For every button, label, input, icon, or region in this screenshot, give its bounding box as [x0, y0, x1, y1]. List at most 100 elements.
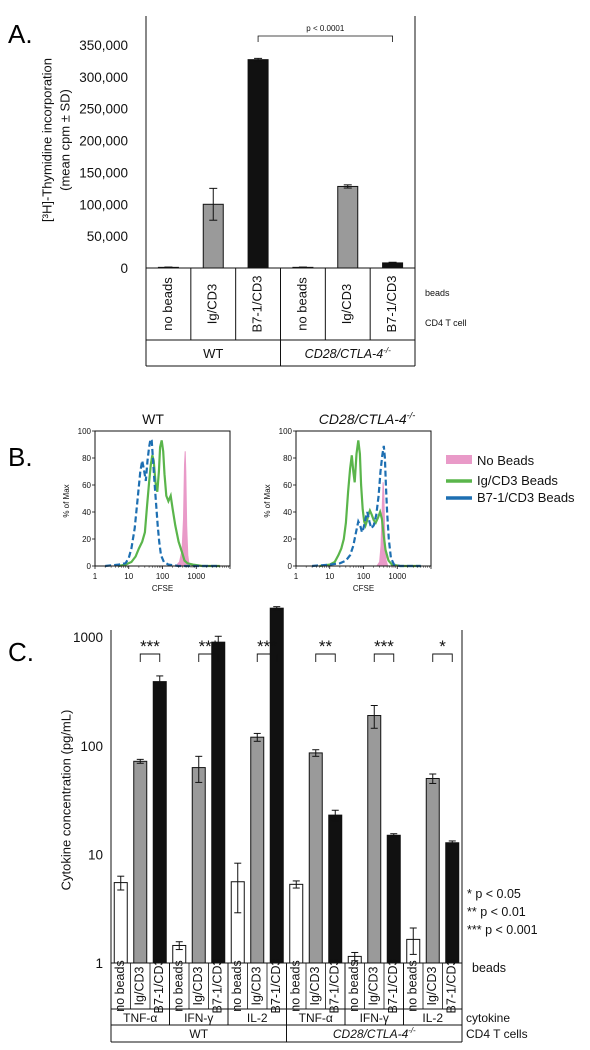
b-ytick-label: 60 [283, 481, 292, 490]
c-bead-label: B7-1/CD3 [445, 959, 459, 1014]
b-title-wt: WT [142, 411, 164, 427]
c-bead-label: no beads [230, 960, 244, 1011]
a-category-label: Ig/CD3 [205, 284, 220, 324]
a-category-label: B7-1/CD3 [250, 275, 265, 332]
b-xlabel: CFSE [152, 584, 173, 593]
c-bead-label: Ig/CD3 [191, 967, 205, 1006]
c-significance-stars: *** [374, 637, 394, 656]
c-bar [367, 715, 382, 964]
b-xtick-label: 1 [294, 572, 299, 581]
b-title-ko-superscript: -/- [407, 410, 416, 420]
c-bar [191, 767, 206, 964]
c-significance-bracket [432, 653, 453, 662]
c-ylabel: Cytokine concentration (pg/mL) [58, 710, 73, 891]
a-group-label-wt: WT [203, 346, 223, 361]
a-ytick-label: 0 [120, 261, 128, 276]
panel-a-chart: 0 50,000 100,000 150,000 200,000 250,000 300,0… [39, 16, 467, 367]
b-curve-ig-cd3 [118, 440, 220, 568]
b-legend-label: Ig/CD3 Beads [477, 473, 558, 488]
b-xtick-label: 10 [325, 572, 334, 581]
b-xtick-label: 1000 [187, 572, 205, 581]
c-bar [328, 814, 343, 964]
c-bead-label: B7-1/CD3 [386, 959, 400, 1014]
c-ytick-label: 1 [95, 956, 103, 971]
c-bar [250, 736, 265, 964]
b-title-ko-main: CD28/CTLA-4 [319, 411, 407, 427]
c-cytokine-label: TNF-α [299, 1011, 333, 1025]
c-stats-legend-line: * p < 0.05 [467, 887, 521, 901]
c-significance-stars: * [439, 637, 446, 656]
b-ytick-label: 60 [82, 481, 91, 490]
b-ytick-label: 0 [288, 562, 293, 571]
c-bar [211, 641, 226, 964]
b-ytick-label: 100 [78, 427, 92, 436]
c-significance-stars: *** [257, 637, 277, 656]
a-group-label-ko-main: CD28/CTLA-4 [305, 347, 384, 361]
a-category-label: Ig/CD3 [339, 284, 354, 324]
c-cytokine-label: IFN-γ [360, 1011, 389, 1025]
b-ylabel: % of Max [263, 484, 272, 517]
panel-label-c: C. [8, 637, 34, 667]
panel-c-chart: 1 10 100 1000 Cytokine concentration (pg/mL)… [58, 606, 538, 1043]
c-significance-bracket [198, 653, 219, 662]
c-significance-bracket [139, 653, 161, 662]
c-bead-label: Ig/CD3 [133, 967, 147, 1006]
b-ytick-label: 20 [283, 535, 292, 544]
c-bar [289, 883, 304, 964]
a-ylabel-line2: (mean cpm ± SD) [57, 89, 72, 191]
c-cytokine-label: IL-2 [247, 1011, 268, 1025]
b-ytick-label: 80 [82, 454, 91, 463]
c-bead-label: no beads [172, 960, 186, 1011]
a-group-label-ko-superscript: -/- [383, 346, 391, 355]
a-annotation: p < 0.0001 [306, 24, 345, 33]
c-bead-label: no beads [289, 960, 303, 1011]
b-ytick-label: 20 [82, 535, 91, 544]
c-genotype-label-ko-superscript: -/- [408, 1026, 416, 1035]
c-ytick-label: 1000 [73, 630, 103, 645]
c-bar [152, 681, 167, 964]
c-bead-label: Ig/CD3 [250, 967, 264, 1006]
a-category-label: B7-1/CD3 [384, 275, 399, 332]
a-ytick-label: 150,000 [79, 165, 128, 180]
c-stats-legend-line: ** p < 0.01 [467, 905, 526, 919]
c-bead-label: Ig/CD3 [367, 967, 381, 1006]
b-title-ko: CD28/CTLA-4-/- [319, 410, 416, 427]
c-significance-stars: *** [199, 637, 219, 656]
c-ytick-label: 100 [80, 739, 103, 754]
c-bead-label: B7-1/CD3 [269, 959, 283, 1014]
c-cytokine-label: TNF-α [123, 1011, 157, 1025]
c-cytokine-label: IL-2 [422, 1011, 443, 1025]
c-bar [113, 882, 128, 964]
c-genotype-label-ko-main: CD28/CTLA-4 [333, 1027, 409, 1041]
b-ytick-label: 100 [279, 427, 293, 436]
c-bar [445, 842, 460, 964]
b-xlabel: CFSE [353, 584, 374, 593]
c-row-label-cd4: CD4 T cells [466, 1027, 528, 1041]
c-bar [425, 777, 440, 964]
c-row-label-beads: beads [472, 961, 506, 975]
a-category-label: no beads [160, 277, 175, 331]
a-ytick-label: 350,000 [79, 38, 128, 53]
b-xtick-label: 10 [124, 572, 133, 581]
a-ytick-label: 250,000 [79, 102, 128, 117]
b-xtick-label: 1000 [388, 572, 406, 581]
c-bead-label: no beads [347, 960, 361, 1011]
c-cytokine-label: IFN-γ [184, 1011, 213, 1025]
panel-label-b: B. [8, 442, 33, 472]
c-bead-label: B7-1/CD3 [328, 959, 342, 1014]
b-legend-label: No Beads [477, 453, 535, 468]
c-genotype-label-wt: WT [189, 1027, 208, 1041]
b-legend-swatch-no-beads [446, 455, 472, 464]
b-curve-b7-cd3 [312, 445, 421, 568]
a-ytick-label: 50,000 [87, 229, 128, 244]
b-ytick-label: 40 [283, 508, 292, 517]
b-legend-label: B7-1/CD3 Beads [477, 490, 575, 505]
a-ylabel-line1: [³H]-Thymidine incorporation [39, 58, 54, 222]
c-bead-label: Ig/CD3 [308, 967, 322, 1006]
b-ytick-label: 0 [87, 562, 92, 571]
a-significance-bracket [257, 35, 393, 42]
b-plot-frame [295, 430, 432, 567]
a-ytick-label: 200,000 [79, 134, 128, 149]
